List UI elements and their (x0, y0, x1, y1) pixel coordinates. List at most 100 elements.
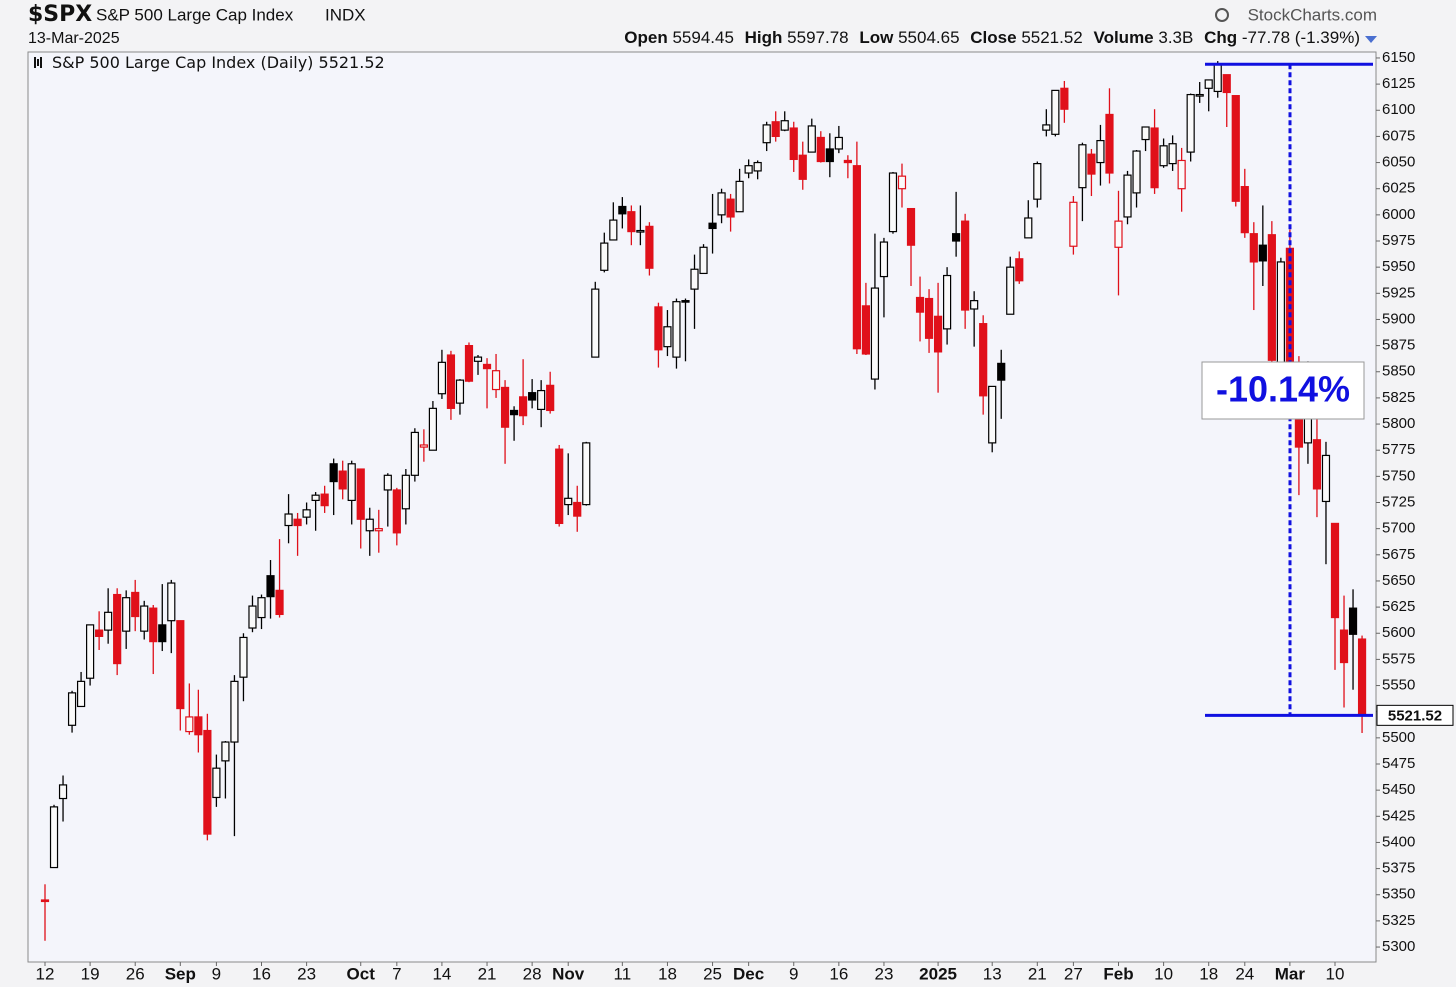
y-tick-label: 5875 (1382, 337, 1415, 354)
x-tick-label: 27 (1064, 964, 1083, 983)
candle-body (852, 165, 861, 350)
candle-body (509, 409, 519, 416)
y-tick-label: 5550 (1382, 677, 1415, 694)
candle-body (266, 575, 275, 598)
y-tick-label: 5450 (1382, 781, 1415, 798)
x-tick-label: 13 (983, 964, 1002, 983)
candle-body (49, 806, 59, 869)
x-tick-label: 21 (1028, 964, 1047, 983)
candle-body (726, 198, 735, 218)
legend-value: 5521.52 (319, 53, 385, 72)
candle-body (113, 593, 122, 665)
candle-body (961, 220, 970, 311)
candle-body (1321, 454, 1331, 503)
y-tick-label: 5800 (1382, 415, 1415, 432)
candle-body (1267, 234, 1276, 361)
x-tick-label: 25 (703, 964, 722, 983)
candle-body (1339, 629, 1349, 664)
x-tick-label: 10 (1326, 964, 1345, 983)
candle-body (95, 629, 104, 637)
x-tick-label: 28 (523, 964, 542, 983)
candle-body (952, 233, 961, 242)
price-label-box (1376, 704, 1454, 726)
candle-body (464, 345, 474, 382)
candle-body (1222, 74, 1231, 94)
y-tick-label: 5350 (1382, 886, 1415, 903)
candle-body (708, 222, 717, 230)
candle-body (1087, 153, 1096, 175)
y-tick-label: 5975 (1382, 232, 1415, 249)
candle-body (861, 305, 871, 355)
label: Close (970, 28, 1016, 47)
candle-body (446, 354, 456, 409)
candle-body (879, 241, 889, 278)
candle-body (203, 729, 212, 835)
x-tick-label: Mar (1275, 964, 1306, 983)
candle-body (924, 297, 934, 339)
x-tick-label: 10 (1154, 964, 1173, 983)
candle-body (86, 624, 95, 679)
candle-body (933, 315, 943, 353)
candle-body (437, 361, 447, 395)
candle-body (519, 396, 528, 417)
candle-body (1276, 261, 1285, 366)
candle-body (293, 518, 302, 527)
candle-body (248, 605, 257, 629)
candle-body (131, 591, 140, 618)
candle-body (1240, 186, 1249, 234)
y-tick-label: 6000 (1382, 206, 1415, 223)
candle-body (104, 611, 113, 631)
candle-body (690, 268, 699, 290)
x-tick-label: 18 (658, 964, 677, 983)
candle-body (1069, 201, 1078, 247)
candle-body (1123, 174, 1132, 218)
y-tick-label: 5400 (1382, 833, 1415, 850)
candle-body (582, 442, 591, 506)
candle-body (500, 386, 510, 428)
candle-body (302, 509, 311, 518)
y-tick-label: 5500 (1382, 729, 1415, 746)
candle-body (410, 431, 419, 476)
candle-body (942, 274, 952, 330)
candle-body (1348, 607, 1358, 635)
candle-body (167, 582, 176, 622)
candle-body (1186, 93, 1195, 153)
x-tick-label: 26 (126, 964, 145, 983)
candle-body (338, 470, 347, 490)
y-tick-label: 5925 (1382, 284, 1415, 301)
candle-body (573, 501, 582, 517)
y-tick-label: 5600 (1382, 624, 1415, 641)
y-tick-label: 5375 (1382, 860, 1415, 877)
logo (1215, 8, 1229, 22)
candle-body (1195, 93, 1204, 97)
candle-body (1051, 89, 1060, 135)
candle-body (1042, 124, 1051, 131)
plot-area (27, 51, 1377, 963)
x-tick-label: 14 (432, 964, 451, 983)
candle-body (843, 159, 852, 164)
candle-body (807, 125, 816, 153)
candle-body (681, 300, 690, 303)
candle-body (1060, 87, 1069, 110)
candle-body (58, 784, 68, 800)
y-tick-label: 6125 (1382, 75, 1415, 92)
candle-body (1213, 63, 1222, 93)
candle-body (897, 175, 907, 190)
candle-body (401, 474, 410, 510)
candle-body (1204, 79, 1213, 89)
y-tick-label: 5775 (1382, 441, 1415, 458)
x-tick-label: 7 (392, 964, 401, 983)
candle-body (67, 692, 77, 726)
y-tick-label: 5825 (1382, 389, 1415, 406)
candle-body (40, 899, 50, 903)
candle-body (1096, 139, 1105, 164)
candle-body (239, 636, 248, 678)
y-tick-label: 5725 (1382, 493, 1415, 510)
candle-body (347, 463, 356, 502)
legend: S&P 500 Large Cap Index (Daily) 5521.52 (52, 53, 385, 72)
y-tick-label: 6025 (1382, 180, 1415, 197)
candle-body (1177, 159, 1186, 190)
menu-arrow[interactable] (1365, 36, 1377, 43)
y-tick-label: 5850 (1382, 363, 1415, 380)
y-tick-label: 5750 (1382, 467, 1415, 484)
